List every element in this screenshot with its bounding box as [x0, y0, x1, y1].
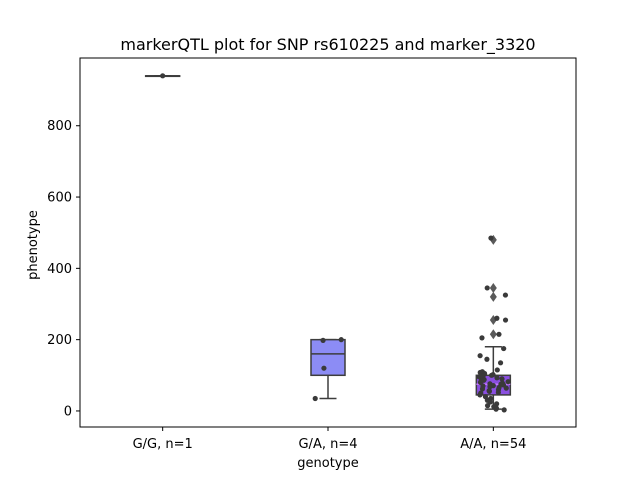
y-tick-label: 200: [47, 333, 72, 348]
data-point: [477, 392, 483, 398]
data-point: [502, 317, 509, 323]
data-point: [477, 369, 483, 376]
box-group: [310, 338, 346, 400]
data-point: [338, 337, 344, 343]
points: [160, 73, 511, 413]
data-point: [477, 353, 483, 359]
data-point: [484, 403, 491, 409]
data-point: [499, 376, 505, 382]
y-axis-label: phenotype: [26, 210, 41, 280]
data-point: [494, 375, 500, 381]
y-tick-label: 0: [64, 404, 72, 419]
data-point: [494, 315, 500, 321]
data-point: [486, 388, 492, 394]
x-axis-label: genotype: [297, 456, 358, 471]
data-point: [503, 385, 509, 391]
data-point: [484, 285, 490, 291]
data-point: [496, 331, 502, 337]
y-tick-label: 800: [47, 119, 72, 134]
data-point: [488, 372, 495, 378]
data-point: [501, 345, 507, 352]
data-point: [494, 367, 500, 373]
boxes: [144, 75, 512, 410]
data-point: [501, 407, 507, 413]
flier-marker: [489, 282, 497, 293]
data-point: [487, 399, 493, 405]
data-point: [479, 386, 486, 392]
data-point: [505, 379, 511, 385]
data-point: [497, 360, 504, 366]
data-point: [484, 356, 490, 362]
data-point: [487, 384, 493, 390]
data-point: [495, 389, 501, 396]
data-point: [493, 406, 499, 412]
y-tick-label: 400: [47, 262, 72, 277]
flier-marker: [489, 329, 497, 340]
y-axis: 0 200 400 600 800: [47, 119, 80, 419]
data-point: [321, 365, 327, 371]
x-axis: G/G, n=1 G/A, n=4 A/A, n=54: [133, 427, 526, 452]
data-point: [320, 337, 326, 343]
data-point: [160, 73, 166, 79]
chart-title: markerQTL plot for SNP rs610225 and mark…: [120, 35, 535, 55]
flier-marker: [489, 291, 497, 302]
x-tick-label: A/A, n=54: [460, 437, 526, 452]
data-point: [479, 335, 485, 341]
box-body: [310, 338, 346, 377]
x-tick-label: G/G, n=1: [133, 437, 193, 452]
data-point: [312, 395, 318, 402]
x-tick-label: G/A, n=4: [298, 437, 357, 452]
data-point: [488, 235, 494, 241]
y-tick-label: 600: [47, 191, 72, 206]
data-point: [502, 292, 509, 298]
